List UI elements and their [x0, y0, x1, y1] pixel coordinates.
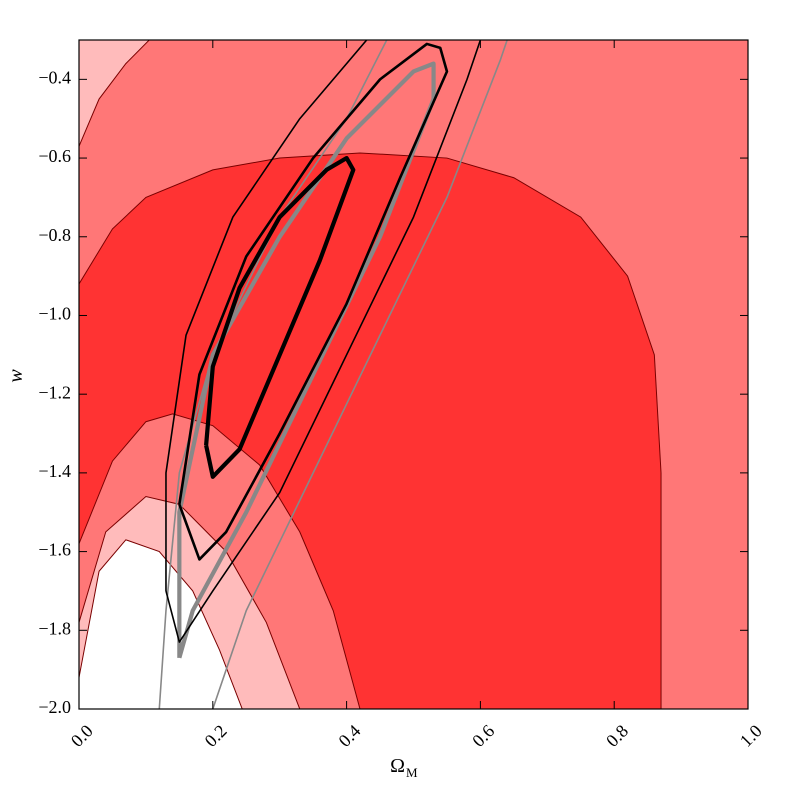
y-tick-label: −1.0 [38, 304, 71, 324]
y-tick-label: −2.0 [38, 697, 71, 717]
contour-line [165, 40, 482, 643]
x-tick-label: 0.4 [334, 721, 364, 751]
y-tick-label: −0.4 [38, 67, 71, 87]
x-tick-label: 0.6 [468, 721, 498, 751]
plot-frame [78, 39, 749, 710]
x-tick-label: 1.0 [736, 721, 766, 751]
contour-line [177, 61, 436, 659]
confidence-region [79, 40, 150, 147]
y-tick-label: −1.4 [38, 461, 71, 481]
y-tick-label: −0.8 [38, 225, 71, 245]
y-axis-label: w [5, 369, 27, 383]
x-tick-label: 0.8 [602, 721, 632, 751]
y-tick-label: −0.6 [38, 146, 71, 166]
contour-line [178, 42, 449, 561]
x-axis-label: Ω [390, 755, 405, 777]
x-axis-label-subscript: M [406, 765, 418, 780]
plot-area [79, 40, 748, 709]
confidence-region [79, 539, 243, 709]
contour-line [165, 40, 368, 591]
x-tick-label: 0.2 [201, 721, 231, 751]
y-tick-label: −1.6 [38, 540, 71, 560]
y-tick-label: −1.2 [38, 382, 71, 402]
contour-line [212, 40, 508, 709]
x-tick-label: 0.0 [67, 721, 97, 751]
y-tick-label: −1.8 [38, 618, 71, 638]
contour-line [204, 155, 356, 479]
